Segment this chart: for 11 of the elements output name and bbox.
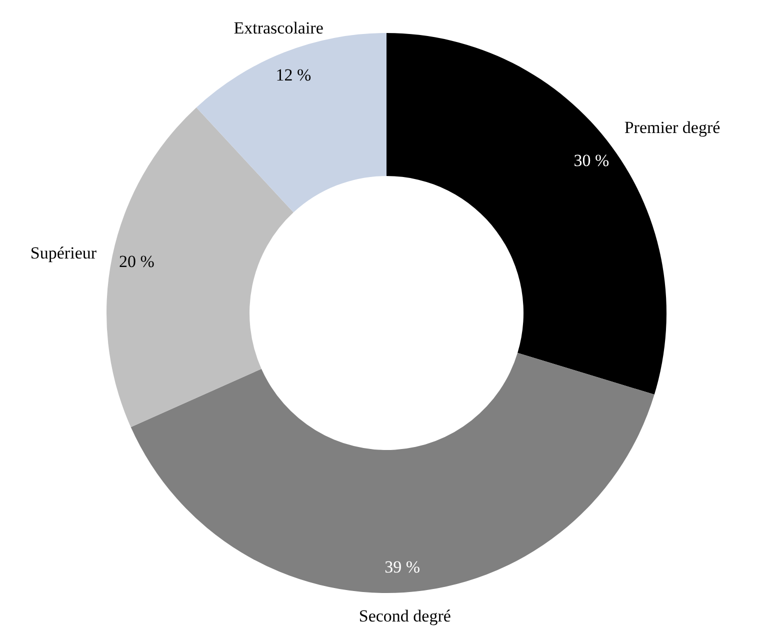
data-label: 30 % [574,151,610,170]
slice-label: Second degré [358,606,451,626]
slice-label: Premier degré [624,118,720,137]
data-label: 20 % [118,252,154,271]
donut-slice [196,33,386,212]
donut-slice [130,352,654,593]
donut-slice [106,107,294,428]
data-label: 12 % [276,66,312,85]
slice-label: Extrascolaire [234,18,324,38]
slice-label: Supérieur [30,244,97,263]
data-label: 39 % [384,558,420,577]
